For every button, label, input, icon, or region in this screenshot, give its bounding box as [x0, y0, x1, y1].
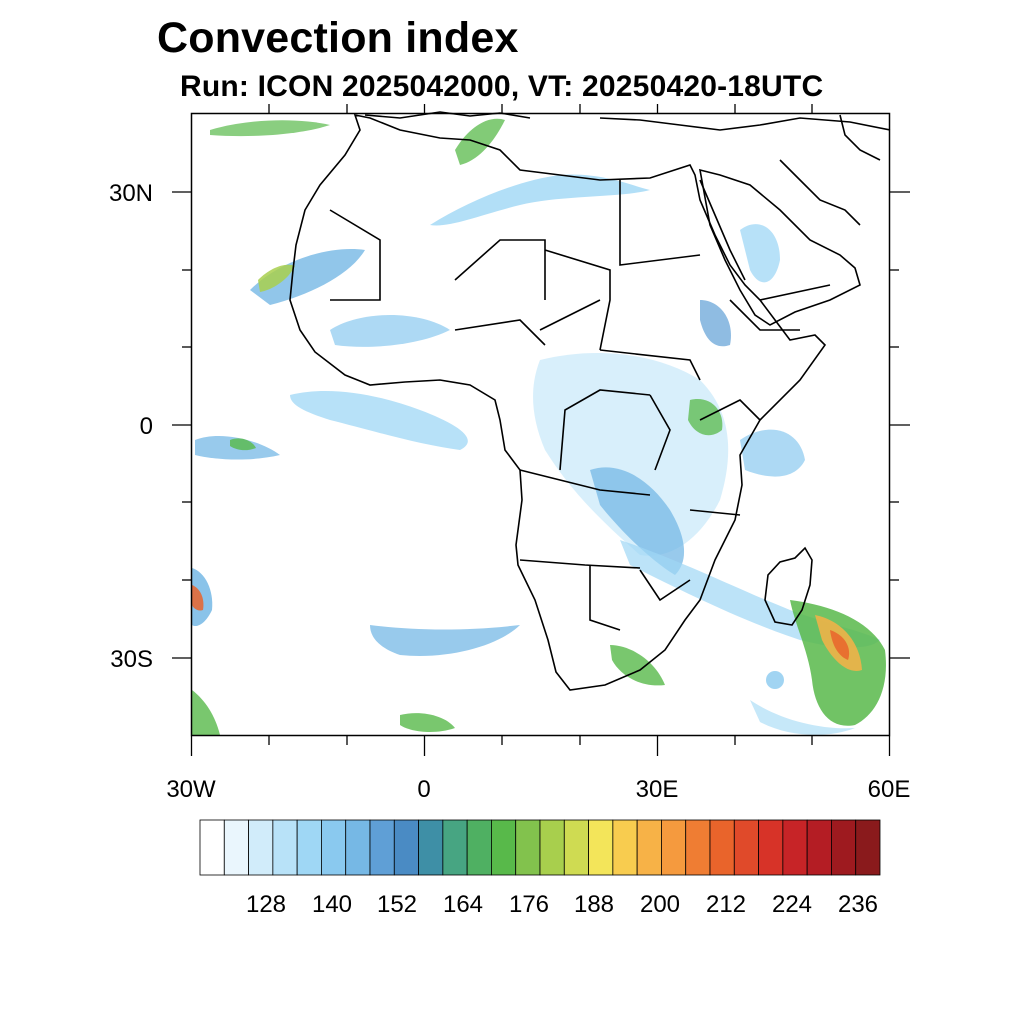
red-sea [699, 179, 746, 281]
colorbar-label: 212 [706, 891, 746, 918]
convection-patch [400, 713, 455, 732]
caspian-coast [839, 114, 881, 161]
convection-patch [330, 315, 450, 347]
colorbar-box [248, 819, 274, 876]
convection-patch [290, 390, 468, 450]
convection-patch [750, 700, 855, 735]
colorbar [199, 819, 881, 876]
colorbar-box [661, 819, 687, 876]
convection-field [192, 118, 886, 735]
colorbar-box [539, 819, 565, 876]
chart-title: Convection index [157, 14, 519, 62]
africa-coastline [289, 113, 827, 691]
lat-label-30n: 30N [109, 180, 153, 207]
colorbar-box [466, 819, 492, 876]
madagascar-coastline [764, 546, 813, 626]
colorbar-box [272, 819, 298, 876]
convection-patch [455, 118, 505, 165]
colorbar-box [418, 819, 444, 876]
convection-patch [740, 429, 805, 477]
colorbar-label: 236 [838, 891, 878, 918]
colorbar-box [855, 819, 881, 876]
colorbar-box [199, 819, 225, 876]
chart-subtitle: Run: ICON 2025042000, VT: 20250420-18UTC [180, 70, 824, 103]
convection-patch [192, 585, 204, 611]
colorbar-box [588, 819, 614, 876]
colorbar-box [563, 819, 589, 876]
colorbar-box [321, 819, 347, 876]
convection-patch [830, 630, 850, 660]
lat-label-30s: 30S [110, 646, 153, 673]
convection-patch [210, 120, 330, 137]
persian-gulf [779, 159, 861, 226]
convection-patch [250, 249, 365, 305]
lon-label-60e: 60E [868, 776, 911, 803]
arabia-coastline [698, 168, 861, 326]
colorbar-box [442, 819, 468, 876]
europe-coastline [364, 111, 891, 131]
lat-label-0: 0 [140, 413, 153, 440]
convection-patch [430, 174, 650, 226]
convection-patch [533, 352, 729, 556]
colorbar-box [393, 819, 419, 876]
colorbar-box [831, 819, 857, 876]
lon-label-0: 0 [417, 776, 430, 803]
map-outlines [289, 111, 891, 691]
convection-patch [790, 600, 886, 726]
colorbar-label: 224 [772, 891, 812, 918]
colorbar-box [491, 819, 517, 876]
convection-patch [610, 645, 665, 686]
axis-ticks [172, 104, 910, 756]
colorbar-box [612, 819, 638, 876]
colorbar-box [345, 819, 371, 876]
colorbar-box [223, 819, 249, 876]
colorbar-box [806, 819, 832, 876]
colorbar-label: 152 [377, 891, 417, 918]
country-borders [329, 180, 831, 631]
colorbar-box [709, 819, 735, 876]
colorbar-box [733, 819, 759, 876]
colorbar-box [758, 819, 784, 876]
lon-label-30e: 30E [636, 776, 679, 803]
colorbar-label: 140 [312, 891, 352, 918]
colorbar-box [515, 819, 541, 876]
convection-patch [258, 264, 295, 292]
colorbar-label: 128 [246, 891, 286, 918]
colorbar-box [296, 819, 322, 876]
convection-patch [766, 671, 784, 689]
convection-patch [700, 300, 731, 347]
colorbar-box [636, 819, 662, 876]
colorbar-label: 188 [574, 891, 614, 918]
colorbar-label: 200 [640, 891, 680, 918]
colorbar-box [782, 819, 808, 876]
colorbar-box [685, 819, 711, 876]
convection-patch [370, 625, 520, 656]
lon-label-30w: 30W [166, 776, 216, 803]
convection-patch [590, 467, 685, 575]
convection-patch [230, 438, 256, 451]
plot-frame [190, 112, 891, 737]
colorbar-labels: 128 140 152 164 176 188 200 212 224 236 [246, 891, 878, 918]
convection-patch [740, 224, 780, 283]
colorbar-label: 164 [443, 891, 483, 918]
convection-patch [192, 690, 220, 735]
colorbar-label: 176 [509, 891, 549, 918]
colorbar-box [369, 819, 395, 876]
